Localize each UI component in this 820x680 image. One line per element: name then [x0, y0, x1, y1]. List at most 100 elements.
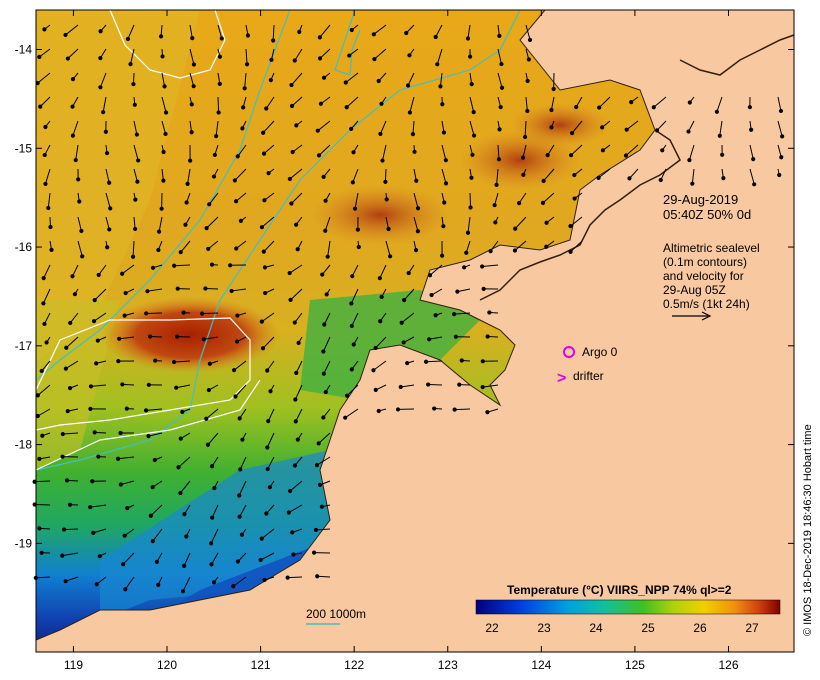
velocity-arrow-head — [88, 505, 93, 510]
velocity-arrow-head — [323, 389, 328, 395]
velocity-arrow-head — [433, 313, 438, 318]
velocity-arrow-head — [259, 536, 264, 541]
velocity-arrow-head — [104, 151, 110, 156]
velocity-arrow — [289, 264, 303, 274]
velocity-arrow-head — [156, 582, 161, 587]
velocity-arrow — [287, 576, 303, 579]
velocity-arrow-head — [351, 150, 356, 155]
velocity-arrow — [35, 576, 51, 579]
velocity-arrow-head — [371, 32, 376, 37]
velocity-arrow — [261, 216, 275, 228]
velocity-arrow — [570, 216, 583, 227]
velocity-arrow-head — [288, 488, 293, 494]
velocity-arrow — [72, 120, 79, 136]
lat-tick-label: -18 — [15, 438, 33, 452]
velocity-arrow-head — [465, 230, 471, 235]
velocity-arrow — [180, 480, 191, 494]
plot-frame — [35, 9, 795, 653]
lon-tick-label: 125 — [625, 658, 645, 672]
velocity-arrow-head — [541, 178, 546, 183]
colorbar-tick-label: 24 — [589, 621, 603, 635]
velocity-arrow-head — [499, 85, 505, 90]
velocity-arrow-head — [156, 247, 161, 253]
velocity-arrow-head — [319, 504, 324, 509]
velocity-arrow-head — [660, 148, 665, 153]
velocity-arrow-head — [377, 276, 382, 281]
velocity-arrow-head — [35, 413, 40, 419]
velocity-arrow — [120, 480, 135, 485]
velocity-arrow — [344, 408, 359, 419]
velocity-arrow — [260, 552, 275, 561]
velocity-arrow-head — [414, 178, 419, 183]
velocity-arrow-head — [96, 272, 101, 278]
velocity-arrow-head — [154, 559, 159, 565]
velocity-arrow — [42, 288, 51, 304]
velocity-arrow-head — [98, 55, 103, 61]
velocity-arrow-head — [70, 274, 75, 279]
velocity-arrow — [482, 384, 499, 388]
velocity-arrow — [202, 312, 219, 315]
velocity-arrow-head — [429, 292, 434, 298]
velocity-arrow-head — [347, 53, 352, 58]
velocity-arrow-head — [150, 485, 155, 490]
velocity-arrow-head — [451, 312, 457, 317]
velocity-arrow — [350, 288, 359, 304]
velocity-arrow-head — [70, 133, 76, 138]
velocity-arrow-head — [349, 367, 354, 372]
velocity-arrow-head — [175, 286, 180, 291]
velocity-arrow — [150, 504, 163, 517]
velocity-arrow-head — [574, 104, 579, 110]
velocity-arrow-head — [150, 539, 155, 544]
velocity-arrow-head — [627, 176, 632, 181]
velocity-arrow — [122, 552, 135, 565]
velocity-arrow — [34, 503, 51, 506]
velocity-arrow-head — [204, 416, 209, 421]
altimetry-text-1: Altimetric sealevel — [663, 241, 760, 255]
depth-legend-label: 200 1000m — [306, 607, 366, 621]
velocity-arrow-head — [457, 382, 462, 387]
velocity-arrow-head — [244, 62, 250, 67]
velocity-arrow-head — [231, 584, 236, 589]
velocity-arrow-head — [259, 225, 265, 230]
velocity-arrow-head — [349, 301, 354, 306]
velocity-arrow — [318, 144, 331, 156]
velocity-arrow-head — [171, 359, 177, 365]
velocity-arrow — [777, 144, 782, 158]
velocity-arrow — [206, 216, 219, 229]
velocity-arrow-head — [163, 110, 169, 115]
velocity-arrow-head — [199, 311, 205, 316]
velocity-arrow-head — [43, 124, 48, 130]
velocity-arrow-head — [145, 289, 150, 294]
velocity-arrow-head — [124, 406, 129, 411]
velocity-arrow — [239, 456, 247, 470]
velocity-arrow-head — [105, 245, 110, 250]
velocity-arrow-head — [752, 182, 757, 187]
velocity-arrow — [208, 192, 219, 205]
velocity-arrow-head — [494, 182, 499, 187]
velocity-arrow-head — [161, 178, 166, 183]
velocity-arrow-head — [107, 227, 112, 232]
velocity-arrow-head — [751, 157, 756, 162]
velocity-arrow-head — [183, 222, 188, 227]
velocity-arrow — [319, 48, 331, 59]
velocity-arrow-head — [315, 128, 320, 133]
velocity-arrow — [777, 96, 782, 112]
velocity-arrow-head — [63, 32, 68, 38]
velocity-arrow-head — [780, 134, 785, 139]
velocity-arrow — [482, 264, 499, 268]
velocity-arrow-head — [314, 463, 320, 468]
velocity-arrow — [691, 168, 695, 184]
velocity-arrow-head — [426, 382, 431, 387]
velocity-arrow — [316, 456, 331, 466]
velocity-arrow-head — [245, 33, 251, 38]
velocity-arrow-head — [540, 200, 546, 205]
velocity-arrow-head — [122, 313, 127, 318]
velocity-arrow-head — [320, 272, 325, 277]
velocity-arrow — [385, 240, 391, 257]
velocity-arrow-head — [95, 338, 100, 343]
velocity-arrow-head — [158, 34, 164, 39]
velocity-arrow — [62, 552, 79, 557]
velocity-arrow-head — [480, 264, 485, 269]
date-text-1: 29-Aug-2019 — [663, 192, 738, 207]
velocity-arrow-head — [191, 84, 196, 89]
